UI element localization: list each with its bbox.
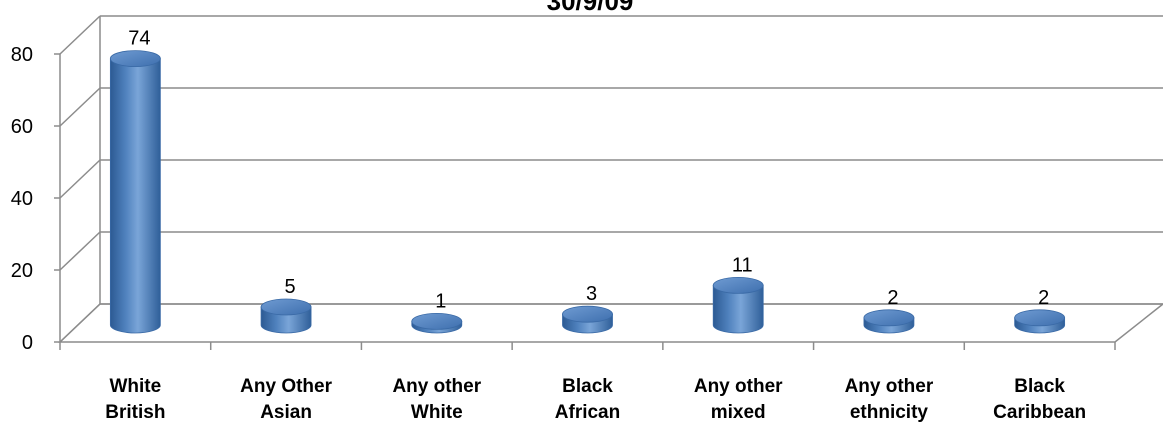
y-tick-label-3: 60 — [11, 116, 33, 138]
bar-2 — [411, 312, 463, 334]
bar-3 — [562, 305, 613, 334]
chart-floor — [58, 303, 1163, 343]
bar-top-4 — [712, 276, 764, 294]
y-tick-label-1: 20 — [11, 260, 33, 282]
labels: 0 20 40 60 80 74 White British 5 Any Other Asian 1 A… — [11, 28, 1086, 423]
bar-top-2 — [411, 312, 463, 330]
gridline-wall-2 — [59, 159, 101, 199]
data-label-1: 5 — [285, 276, 296, 298]
bar-5 — [863, 309, 915, 334]
x-tick-label-3: Black African — [555, 376, 620, 423]
x-tick-label-2: Any other White — [392, 376, 481, 423]
x-tick-label-5: Any other ethnicity — [845, 376, 934, 423]
data-label-4: 11 — [732, 254, 753, 276]
x-tick-label-0: White British — [105, 376, 165, 423]
bar-1 — [260, 298, 312, 334]
gridline-wall-1 — [59, 231, 101, 271]
data-label-6: 2 — [1038, 287, 1049, 309]
bar-4 — [712, 276, 764, 334]
y-tick-label-4: 80 — [11, 44, 33, 66]
bar-top-3 — [562, 305, 613, 323]
x-tick-label-1: Any Other Asian — [240, 376, 332, 423]
bar-top-1 — [260, 298, 312, 316]
x-tick-label-6: Black Caribbean — [993, 376, 1086, 423]
gridline-wall-4 — [59, 15, 101, 55]
gridline-wall-3 — [59, 87, 101, 127]
bar-top-5 — [863, 309, 915, 327]
bar-body-0 — [109, 58, 161, 334]
chart-title: 30/9/09 — [547, 0, 634, 16]
bar-6 — [1014, 309, 1066, 334]
data-label-2: 1 — [435, 290, 446, 312]
x-tick-label-4: Any other mixed — [694, 376, 783, 423]
y-tick-label-2: 40 — [11, 188, 33, 210]
y-tick-label-0: 0 — [22, 332, 33, 354]
data-label-3: 3 — [586, 283, 597, 305]
bars — [109, 50, 1066, 334]
axes — [54, 53, 1163, 350]
data-label-5: 2 — [887, 287, 898, 309]
bar-0 — [109, 50, 161, 334]
bar-top-6 — [1014, 309, 1066, 327]
data-label-0: 74 — [128, 28, 150, 50]
grid-lines — [59, 15, 1163, 343]
bar-body-4 — [712, 285, 764, 334]
bar-top-0 — [109, 50, 161, 67]
